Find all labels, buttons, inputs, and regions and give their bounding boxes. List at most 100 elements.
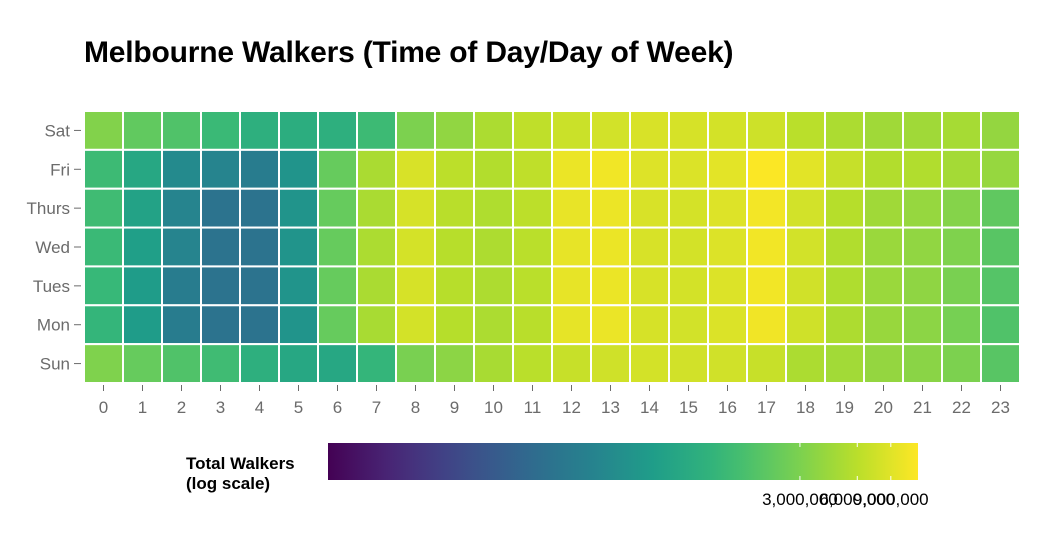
heatmap-cell (941, 148, 982, 190)
heatmap-cell (590, 187, 631, 229)
heatmap-cell (395, 187, 436, 229)
x-tick-label: 4 (255, 398, 264, 417)
heatmap-cell (629, 343, 670, 384)
heatmap-cell (395, 343, 436, 384)
heatmap-cell (317, 226, 358, 268)
legend-tick-label: 3,000,000 (762, 490, 838, 509)
heatmap-cell (980, 304, 1021, 346)
heatmap-cell (551, 265, 592, 307)
heatmap-cell (668, 265, 709, 307)
heatmap-cell (629, 148, 670, 190)
heatmap-cells (83, 110, 1021, 384)
heatmap-cell (395, 226, 436, 268)
heatmap-cell (590, 148, 631, 190)
heatmap-cell (941, 265, 982, 307)
heatmap-cell (356, 187, 397, 229)
heatmap-cell (239, 187, 280, 229)
heatmap-cell (980, 148, 1021, 190)
heatmap-cell (434, 187, 475, 229)
heatmap-cell (824, 265, 865, 307)
heatmap-cell (512, 343, 553, 384)
heatmap-cell (512, 265, 553, 307)
heatmap-cell (200, 110, 241, 151)
heatmap-cell (122, 343, 163, 384)
heatmap-cell (395, 148, 436, 190)
heatmap-cell (512, 148, 553, 190)
heatmap-cell (200, 343, 241, 384)
heatmap-cell (83, 226, 124, 268)
heatmap-cell (356, 343, 397, 384)
heatmap-cell (161, 110, 202, 151)
x-tick-label: 12 (562, 398, 581, 417)
heatmap-cell (473, 148, 514, 190)
x-tick-label: 0 (99, 398, 108, 417)
x-tick-label: 23 (991, 398, 1010, 417)
heatmap-cell (629, 226, 670, 268)
heatmap-cell (317, 304, 358, 346)
x-tick-label: 16 (718, 398, 737, 417)
x-tick-label: 9 (450, 398, 459, 417)
heatmap-cell (785, 187, 826, 229)
heatmap-cell (707, 343, 748, 384)
heatmap-cell (863, 265, 904, 307)
y-tick-label: Sun (40, 355, 70, 374)
heatmap-cell (707, 265, 748, 307)
heatmap-cell (785, 265, 826, 307)
heatmap-cell (278, 110, 319, 151)
heatmap-cell (668, 343, 709, 384)
heatmap-cell (473, 187, 514, 229)
heatmap-cell (941, 110, 982, 151)
heatmap-cell (83, 187, 124, 229)
heatmap-cell (200, 187, 241, 229)
heatmap-cell (785, 110, 826, 151)
heatmap-cell (122, 265, 163, 307)
heatmap-cell (863, 187, 904, 229)
x-tick-label: 14 (640, 398, 659, 417)
heatmap-cell (668, 110, 709, 151)
heatmap-cell (746, 265, 787, 307)
heatmap-cell (824, 187, 865, 229)
heatmap-cell (473, 343, 514, 384)
heatmap-cell (629, 304, 670, 346)
heatmap-cell (512, 110, 553, 151)
heatmap-cell (278, 226, 319, 268)
heatmap-cell (317, 148, 358, 190)
heatmap-cell (629, 187, 670, 229)
x-tick-label: 19 (835, 398, 854, 417)
x-tick-label: 6 (333, 398, 342, 417)
legend-tick-label: 9,000,000 (853, 490, 929, 509)
x-tick-label: 5 (294, 398, 303, 417)
y-tick-label: Tues (33, 277, 70, 296)
heatmap-cell (590, 226, 631, 268)
heatmap-cell (278, 187, 319, 229)
heatmap-cell (83, 304, 124, 346)
heatmap-cell (434, 304, 475, 346)
heatmap-cell (902, 110, 943, 151)
heatmap-cell (746, 187, 787, 229)
heatmap-cell (902, 304, 943, 346)
heatmap-cell (902, 226, 943, 268)
heatmap-cell (473, 265, 514, 307)
heatmap-cell (161, 148, 202, 190)
heatmap-cell (668, 187, 709, 229)
heatmap-cell (746, 226, 787, 268)
heatmap-cell (83, 265, 124, 307)
x-tick-label: 17 (757, 398, 776, 417)
heatmap-cell (317, 187, 358, 229)
x-tick-label: 8 (411, 398, 420, 417)
heatmap-cell (590, 110, 631, 151)
heatmap-cell (941, 343, 982, 384)
heatmap-cell (824, 304, 865, 346)
heatmap-cell (122, 110, 163, 151)
heatmap-cell (278, 343, 319, 384)
heatmap-cell (746, 148, 787, 190)
heatmap-cell (356, 148, 397, 190)
legend-title-line-2: (log scale) (186, 474, 271, 493)
heatmap-cell (434, 343, 475, 384)
heatmap-cell (941, 226, 982, 268)
heatmap-cell (707, 226, 748, 268)
heatmap-cell (590, 343, 631, 384)
x-tick-label: 10 (484, 398, 503, 417)
heatmap-cell (980, 265, 1021, 307)
